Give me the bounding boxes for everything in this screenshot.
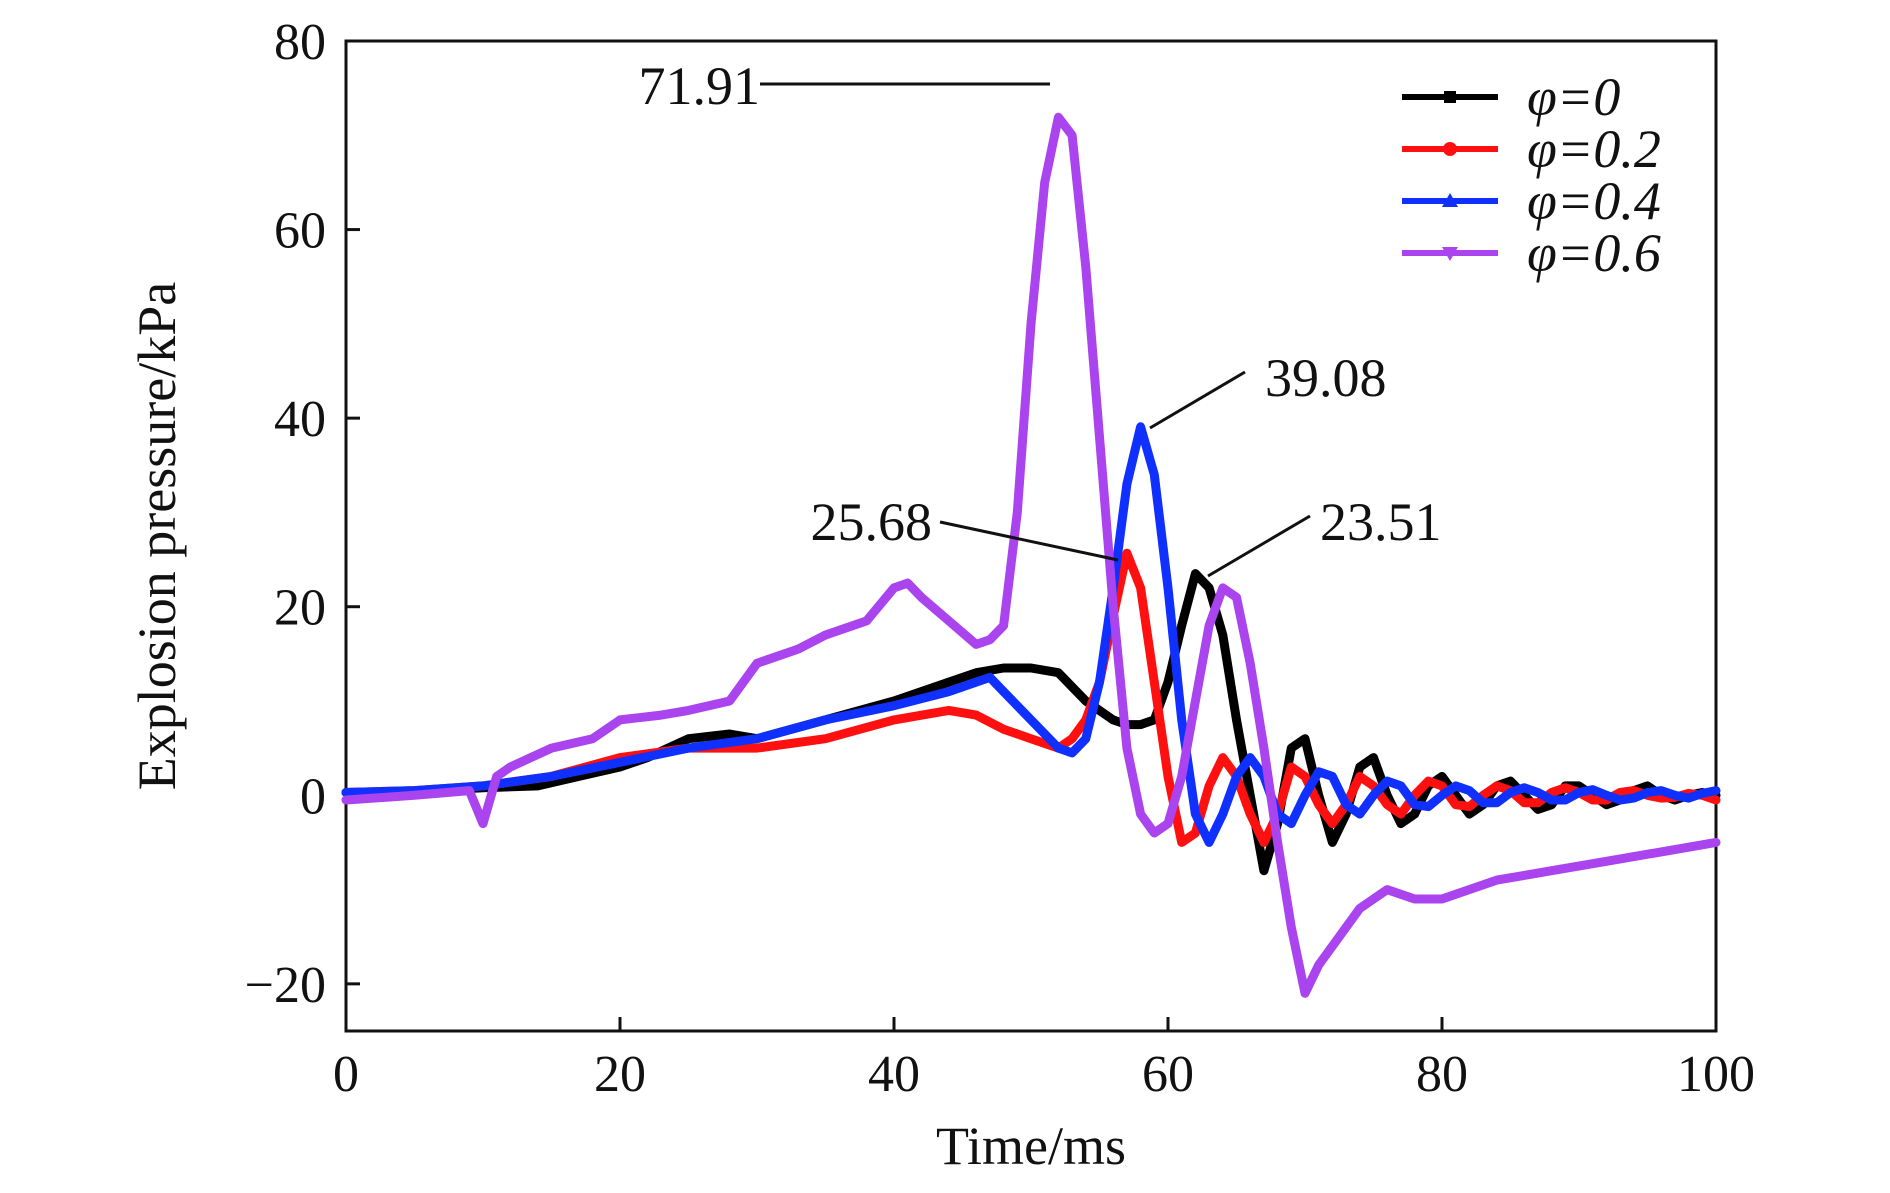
y-tick-label: 40 (274, 391, 326, 448)
legend-marker (1444, 91, 1456, 103)
x-tick-label: 20 (594, 1046, 646, 1103)
annotation-label: 71.91 (639, 56, 761, 116)
legend-label: φ=0 (1527, 67, 1620, 127)
x-tick-label: 40 (868, 1046, 920, 1103)
legend-marker (1442, 193, 1458, 207)
x-tick-label: 80 (1416, 1046, 1468, 1103)
annotation-label: 39.08 (1265, 348, 1387, 408)
x-tick-label: 60 (1142, 1046, 1194, 1103)
legend-marker (1443, 142, 1457, 156)
x-tick-label: 0 (333, 1046, 359, 1103)
legend-marker (1442, 247, 1458, 261)
annotation-leader (1207, 514, 1311, 578)
x-axis-label: Time/ms (936, 1116, 1126, 1176)
y-tick-label: 0 (300, 768, 326, 825)
x-tick-label: 100 (1677, 1046, 1755, 1103)
legend-label: φ=0.4 (1527, 171, 1661, 231)
y-tick-label: 80 (274, 14, 326, 71)
series-line (341, 548, 1721, 847)
legend: φ=0φ=0.2φ=0.4φ=0.6 (1402, 67, 1661, 283)
annotation-leader (1149, 370, 1246, 430)
y-tick-label: 60 (274, 203, 326, 260)
legend-label: φ=0.6 (1527, 223, 1661, 283)
y-axis-label: Explosion pressure/kPa (127, 282, 187, 790)
series-lines (341, 112, 1721, 998)
y-tick-label: 20 (274, 580, 326, 637)
plot-frame (344, 39, 1718, 1033)
y-tick-label: −20 (245, 957, 326, 1014)
annotation-label: 25.68 (811, 492, 933, 552)
series-line (341, 422, 1721, 847)
series-line (341, 112, 1721, 998)
annotations: 71.91 39.08 25.68 23.51 (639, 56, 1442, 578)
annotation-leader (939, 520, 1119, 562)
annotation-label: 23.51 (1320, 492, 1442, 552)
legend-label: φ=0.2 (1527, 119, 1661, 179)
